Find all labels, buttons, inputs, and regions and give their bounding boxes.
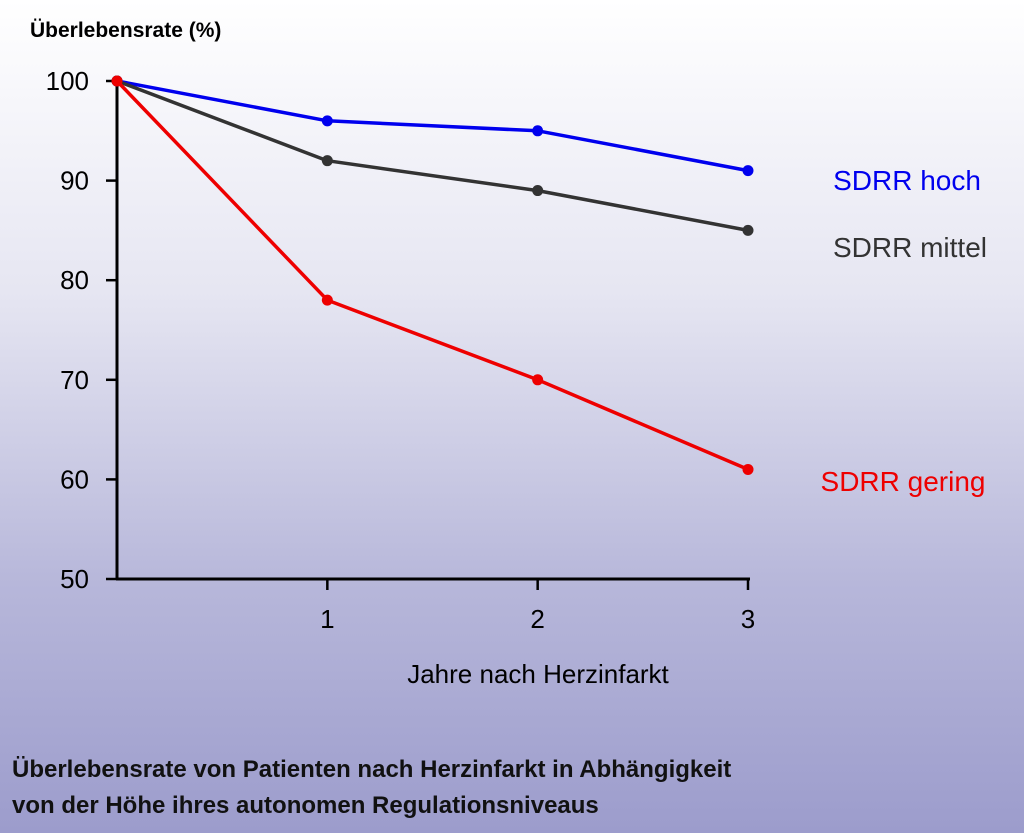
data-point-sdrr-hoch: [321, 115, 333, 127]
legend-label-sdrr-hoch: SDRR hoch: [833, 165, 981, 196]
y-tick-label: 70: [60, 365, 89, 395]
survival-line-chart: Überlebensrate (%) 50 60 70 80 90 100 1 2 3 SDR…: [30, 19, 987, 689]
x-axis-title: Jahre nach Herzinfarkt: [407, 659, 669, 689]
y-tick-label: 50: [60, 564, 89, 594]
caption-line-1: Überlebensrate von Patienten nach Herzin…: [12, 756, 732, 783]
data-point-sdrr-mittel: [532, 185, 544, 197]
data-point-sdrr-gering: [532, 374, 544, 386]
x-tick-label: 2: [530, 604, 544, 634]
y-tick-label: 90: [60, 166, 89, 196]
series-line-sdrr-hoch: [115, 79, 750, 173]
series-sdrr-gering: [111, 75, 754, 475]
y-tick-label: 80: [60, 265, 89, 295]
data-point-sdrr-mittel: [321, 155, 333, 167]
y-axis-ticks: 50 60 70 80 90 100: [46, 66, 117, 594]
data-point-sdrr-gering: [111, 75, 123, 87]
legend-label-sdrr-mittel: SDRR mittel: [833, 232, 987, 263]
data-point-sdrr-gering: [742, 463, 754, 475]
x-tick-label: 1: [320, 604, 334, 634]
x-tick-label: 3: [741, 604, 755, 634]
series-line-sdrr-mittel: [115, 79, 750, 233]
series-sdrr-hoch: [111, 75, 754, 177]
y-tick-label: 60: [60, 464, 89, 494]
series-layer: [111, 75, 754, 475]
figure-caption: Überlebensrate von Patienten nach Herzin…: [12, 752, 731, 824]
data-point-sdrr-mittel: [742, 224, 754, 236]
y-tick-label: 100: [46, 66, 89, 96]
data-point-sdrr-gering: [321, 294, 333, 306]
legend-label-sdrr-gering: SDRR gering: [821, 466, 986, 497]
axes: [115, 81, 750, 581]
y-axis-title: Überlebensrate (%): [30, 19, 221, 42]
caption-line-2: von der Höhe ihres autonomen Regulations…: [12, 792, 599, 819]
series-line-sdrr-gering: [115, 79, 750, 472]
data-point-sdrr-hoch: [532, 125, 544, 137]
data-point-sdrr-hoch: [742, 165, 754, 177]
legend: SDRR hoch SDRR mittel SDRR gering: [821, 165, 987, 497]
x-axis-ticks: 1 2 3: [320, 579, 755, 634]
